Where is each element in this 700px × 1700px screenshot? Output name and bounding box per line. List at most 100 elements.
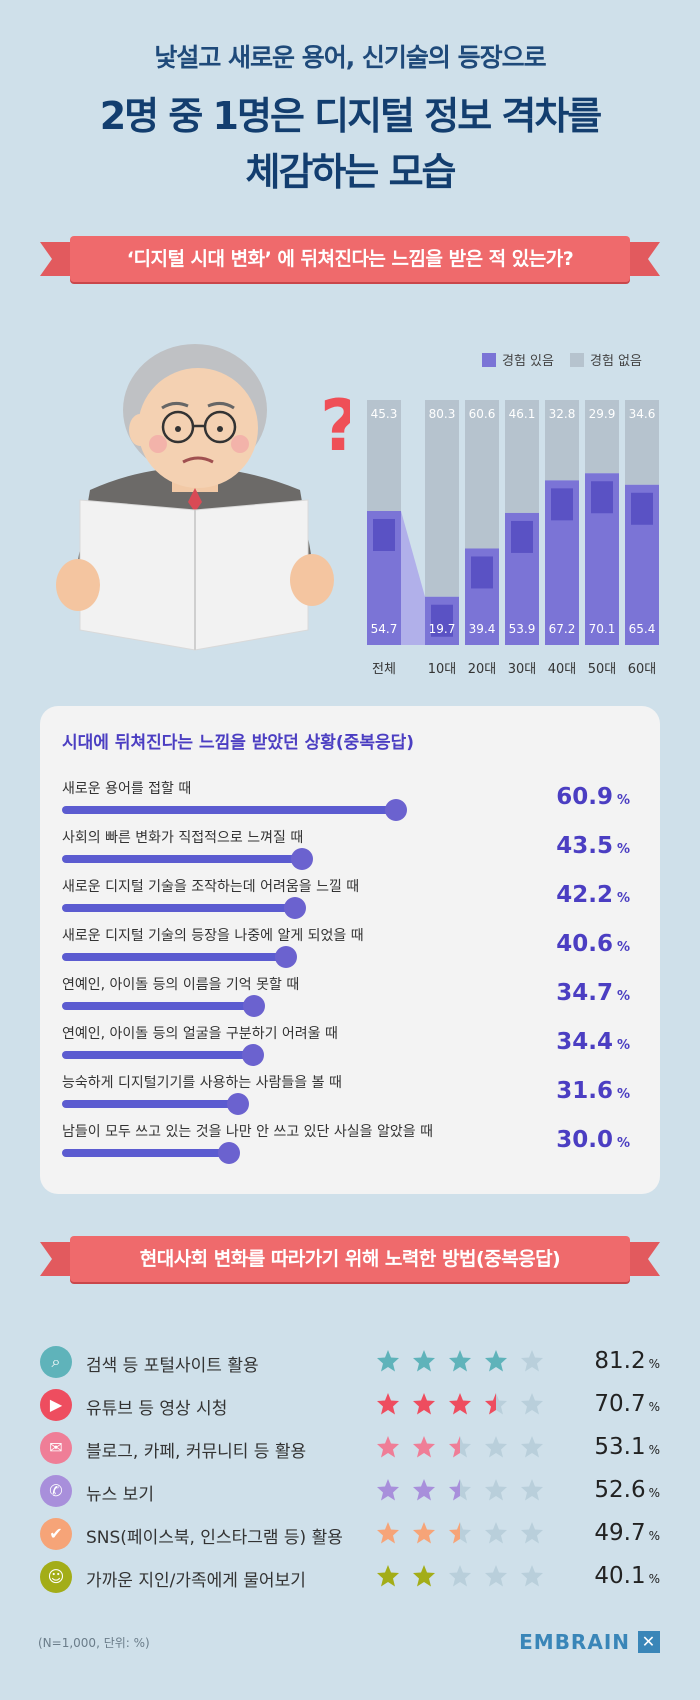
main-title: 2명 중 1명은 디지털 정보 격차를 체감하는 모습 xyxy=(0,88,700,200)
method-value-number: 49.7 xyxy=(594,1520,646,1546)
star-icon xyxy=(521,1479,543,1501)
method-label-4: SNS(페이스북, 인스타그램 등) 활용 xyxy=(86,1528,343,1548)
situation-value-unit: % xyxy=(616,1136,630,1151)
method-value-unit: % xyxy=(648,1572,660,1586)
elderly-man-illustration: ? xyxy=(56,344,350,651)
situation-value-number: 31.6 xyxy=(556,1078,613,1104)
bar-noexp-5 xyxy=(585,400,619,474)
category-label-0: 전체 xyxy=(372,662,396,677)
method-value-number: 70.7 xyxy=(594,1391,646,1417)
bar-noexp-4 xyxy=(545,400,579,481)
star-icon xyxy=(413,1565,435,1587)
situation-label-6: 능숙하게 디지털기기를 사용하는 사람들을 볼 때 xyxy=(62,1075,342,1091)
method-label-0: 검색 등 포털사이트 활용 xyxy=(86,1356,259,1376)
situation-value-0: 60.9% xyxy=(556,784,630,810)
label-exp-0: 54.7 xyxy=(371,622,398,636)
label-exp-4: 67.2 xyxy=(549,622,576,636)
star-icon xyxy=(485,1350,507,1372)
star-icon xyxy=(521,1522,543,1544)
star-icon xyxy=(377,1522,399,1544)
star-icon xyxy=(485,1436,507,1458)
method-value-3: 52.6% xyxy=(594,1477,660,1503)
title-line-2: 체감하는 모습 xyxy=(245,150,457,194)
label-noexp-1: 80.3 xyxy=(429,407,456,421)
situation-value-unit: % xyxy=(616,1038,630,1053)
eye-left xyxy=(175,426,181,432)
search-icon: ⌕ xyxy=(40,1346,72,1378)
label-exp-3: 53.9 xyxy=(509,622,536,636)
method-label-1: 유튜브 등 영상 시청 xyxy=(86,1399,228,1419)
subtitle: 낯설고 새로운 용어, 신기술의 등장으로 xyxy=(154,43,546,72)
method-label-3: 뉴스 보기 xyxy=(86,1485,154,1505)
star-icon xyxy=(449,1393,471,1415)
method-value-5: 40.1% xyxy=(594,1563,660,1589)
section2-question: 현대사회 변화를 따라가기 위해 노력한 방법(중복응답) xyxy=(70,1236,630,1282)
star-icon xyxy=(449,1350,471,1372)
situation-label-2: 새로운 디지털 기술을 조작하는데 어려움을 느낄 때 xyxy=(62,879,360,895)
method-label-5: 가까운 지인/가족에게 물어보기 xyxy=(86,1571,306,1591)
cheek-left xyxy=(149,435,167,453)
category-label-4: 40대 xyxy=(548,662,577,677)
star-icon xyxy=(413,1350,435,1372)
star-rating-4 xyxy=(377,1522,543,1544)
situation-bar-3 xyxy=(62,953,282,961)
situation-value-number: 34.7 xyxy=(556,980,613,1006)
situation-label-7: 남들이 모두 쓰고 있는 것을 나만 안 쓰고 있단 사실을 알았을 때 xyxy=(62,1124,433,1140)
bar-exp-inner-4 xyxy=(551,488,573,521)
star-rating-5 xyxy=(377,1565,543,1587)
situation-bar-4 xyxy=(62,1002,250,1010)
section2-ribbon: 현대사회 변화를 따라가기 위해 노력한 방법(중복응답) xyxy=(40,1236,660,1282)
bar-noexp-0 xyxy=(367,400,401,511)
situation-value-unit: % xyxy=(616,989,630,1004)
situation-card-title: 시대에 뒤쳐진다는 느낌을 받았던 상황(중복응답) xyxy=(62,733,415,753)
situation-value-unit: % xyxy=(616,793,630,808)
situation-value-5: 34.4% xyxy=(556,1029,630,1055)
star-icon xyxy=(449,1479,471,1501)
thumbs-up-icon: ✔ xyxy=(40,1518,72,1550)
situation-value-number: 34.4 xyxy=(556,1029,613,1055)
situation-value-3: 40.6% xyxy=(556,931,630,957)
label-exp-1: 19.7 xyxy=(429,622,456,636)
situation-bar-7 xyxy=(62,1149,224,1157)
star-icon xyxy=(413,1436,435,1458)
situation-bar-1 xyxy=(62,855,297,863)
play-icon: ▶ xyxy=(40,1389,72,1421)
tie-shape xyxy=(188,488,202,512)
method-value-number: 52.6 xyxy=(594,1477,646,1503)
situation-bar-6 xyxy=(62,1100,233,1108)
label-exp-2: 39.4 xyxy=(469,622,496,636)
bar-noexp-2 xyxy=(465,400,499,549)
method-value-unit: % xyxy=(648,1357,660,1371)
star-icon xyxy=(449,1436,471,1458)
star-icon xyxy=(413,1479,435,1501)
situation-value-number: 30.0 xyxy=(556,1127,613,1153)
label-noexp-0: 45.3 xyxy=(371,407,398,421)
situation-card: 시대에 뒤쳐진다는 느낌을 받았던 상황(중복응답) 새로운 용어를 접할 때 6… xyxy=(40,706,660,1194)
situation-label-1: 사회의 빠른 변화가 직접적으로 느껴질 때 xyxy=(62,830,304,846)
sad-face-icon xyxy=(243,995,266,1017)
star-icon xyxy=(413,1393,435,1415)
label-noexp-4: 32.8 xyxy=(549,407,576,421)
label-noexp-6: 34.6 xyxy=(629,407,656,421)
bar-exp-inner-1 xyxy=(431,604,453,637)
legend-label-noexp: 경험 없음 xyxy=(589,354,642,369)
situation-value-unit: % xyxy=(616,940,630,955)
sad-face-icon xyxy=(283,897,306,919)
method-value-unit: % xyxy=(648,1400,660,1414)
situation-label-4: 연예인, 아이돌 등의 이름을 기억 못할 때 xyxy=(62,977,300,993)
star-rating-0 xyxy=(377,1350,543,1372)
section1-ribbon: ‘디지털 시대 변화’ 에 뒤쳐진다는 느낌을 받은 적 있는가? xyxy=(40,236,660,282)
bar-noexp-3 xyxy=(505,400,539,513)
legend-swatch-noexp xyxy=(569,352,584,367)
age-stacked-bar-chart: 45.3 54.7 전체 80.3 19.7 10대 60.6 39.4 20대 46.1 53.9… xyxy=(367,400,659,677)
chat-icon: ✉ xyxy=(40,1432,72,1464)
star-icon xyxy=(521,1565,543,1587)
situation-value-7: 30.0% xyxy=(556,1127,630,1153)
eye-right xyxy=(217,426,223,432)
section1-question: ‘디지털 시대 변화’ 에 뒤쳐진다는 느낌을 받은 적 있는가? xyxy=(70,236,630,282)
right-hand-shape xyxy=(290,554,334,606)
sad-face-icon xyxy=(290,848,313,870)
situation-label-0: 새로운 용어를 접할 때 xyxy=(62,781,192,797)
star-icon xyxy=(377,1350,399,1372)
label-noexp-5: 29.9 xyxy=(589,407,616,421)
